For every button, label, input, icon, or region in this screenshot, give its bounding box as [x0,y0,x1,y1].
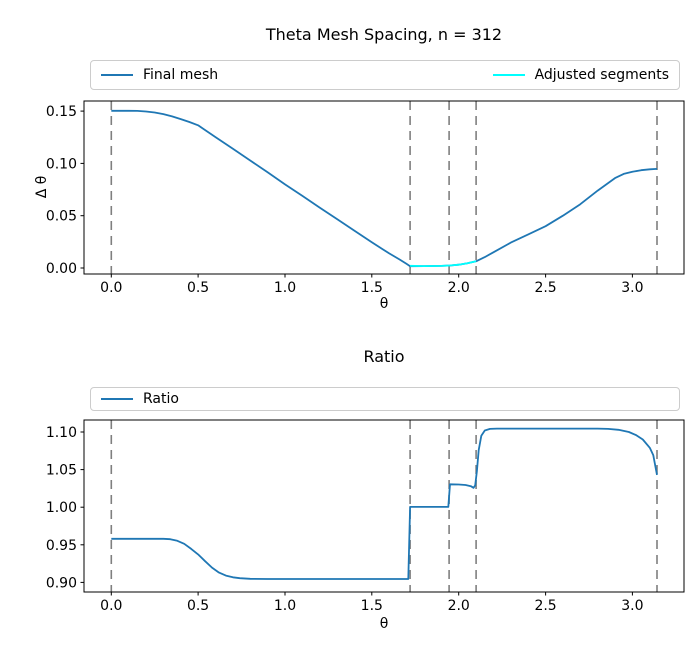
x-tick-label: 2.5 [534,280,556,296]
series-ratio [111,427,658,580]
final-mesh-legend-label: Final mesh [143,67,219,83]
adjusted-segments-legend-label: Adjusted segments [534,67,669,83]
y-tick-label: 1.10 [46,425,77,441]
x-tick-label: 0.5 [187,598,209,614]
top-y-axis-label: Δ θ [34,176,50,199]
x-tick-label: 1.5 [361,280,383,296]
theta-mesh-spacing-chart: Theta Mesh Spacing, n = 312 θ Δ θ 0.0 0.5… [34,25,685,312]
bottom-chart-title: Ratio [363,347,404,366]
series-adjusted-segments [410,260,477,268]
x-tick-label: 2.5 [534,598,556,614]
x-tick-label: 0.0 [100,598,122,614]
legend-entry-final-mesh: Final mesh [101,68,218,82]
axes-frame [83,100,685,275]
y-tick-label: 1.00 [46,500,77,516]
x-tick-label: 2.0 [448,598,470,614]
y-tick-label: 1.05 [46,463,77,479]
ratio-line-sample-icon [101,398,133,400]
x-tick-label: 2.0 [448,280,470,296]
top-chart-title: Theta Mesh Spacing, n = 312 [265,25,502,44]
legend-entry-adjusted-segments: Adjusted segments [492,67,669,83]
y-tick-label: 0.10 [46,156,77,172]
y-tick-label: 0.90 [46,575,77,591]
final-mesh-line-sample-icon [101,74,133,76]
ratio-legend-label: Ratio [143,391,179,407]
x-tick-label: 3.0 [621,280,643,296]
bottom-legend: Ratio [90,387,680,411]
x-tick-label: 3.0 [621,598,643,614]
top-legend: Final mesh Adjusted segments [90,60,680,90]
x-tick-label: 1.0 [274,280,296,296]
bottom-axes: 0.0 0.5 1.0 1.5 2.0 2.5 3.0 0.90 0.95 1.00 1.05 1.1… [46,419,685,614]
ratio-chart: Ratio θ 0.0 0.5 1.0 1.5 2.0 2.5 3.0 0.90 0.95 1.0… [46,347,685,632]
y-tick-label: 0.15 [46,104,77,120]
x-tick-label: 1.0 [274,598,296,614]
legend-entry-ratio: Ratio [101,392,179,406]
x-tick-label: 0.0 [100,280,122,296]
bottom-x-axis-label: θ [380,616,389,632]
y-tick-label: 0.00 [46,261,77,277]
top-axes: 0.0 0.5 1.0 1.5 2.0 2.5 3.0 0.00 0.05 0.10 0.15 [46,100,685,296]
x-tick-label: 1.5 [361,598,383,614]
y-tick-label: 0.05 [46,209,77,225]
axes-frame [83,419,685,593]
y-tick-label: 0.95 [46,538,77,554]
adjusted-segments-line-sample-icon [492,74,525,76]
series-final-mesh [111,109,658,268]
top-x-axis-label: θ [380,296,389,312]
x-tick-label: 0.5 [187,280,209,296]
